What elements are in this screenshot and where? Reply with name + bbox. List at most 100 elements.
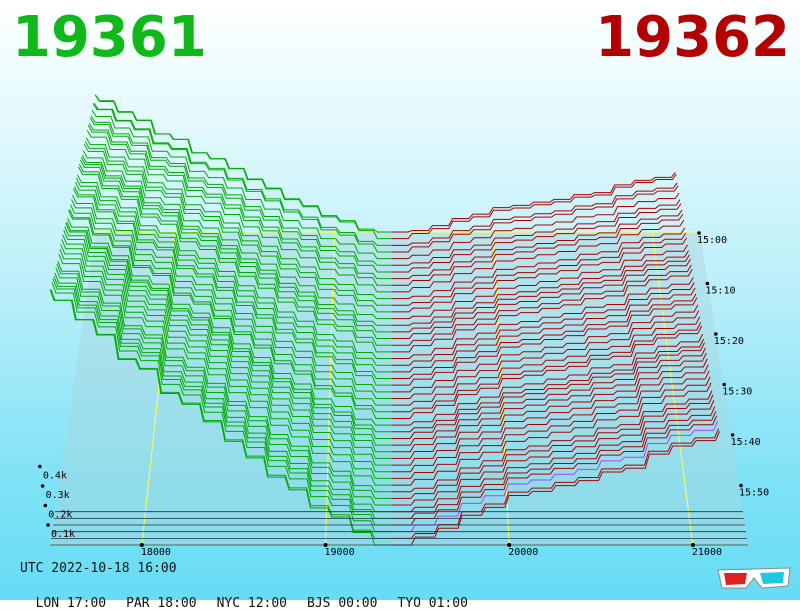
city-time-tyo: TYO 01:00 <box>397 596 468 611</box>
ask-depth-line <box>391 322 702 413</box>
ask-depth-line <box>391 227 686 300</box>
ask-depth-line <box>391 406 716 513</box>
bid-depth-line <box>73 188 392 386</box>
ask-depth-line <box>391 342 705 439</box>
bid-depth-line <box>70 204 392 406</box>
city-time-bjs: BJS 00:00 <box>307 596 378 611</box>
ask-depth-line <box>391 316 701 406</box>
bid-depth-line <box>63 230 392 453</box>
ask-depth-line <box>391 338 704 433</box>
bid-depth-line <box>67 218 392 426</box>
ask-depth-line <box>391 390 713 493</box>
ask-depth-line <box>391 192 680 260</box>
ask-depth-line <box>391 287 696 373</box>
bid-depth-line <box>83 144 392 313</box>
ask-depth-line <box>391 420 719 533</box>
bid-depth-line <box>76 174 392 360</box>
price-axis: 18000 19000 20000 21000 <box>139 543 722 558</box>
bid-depth-line <box>66 221 392 433</box>
bid-depth-line <box>94 94 392 240</box>
ask-depth-line <box>391 268 693 353</box>
ask-depth-line <box>391 376 711 479</box>
ask-depth-line <box>391 171 676 233</box>
bid-depth-line <box>88 123 392 280</box>
ask-depth-line <box>391 415 718 526</box>
bid-depth-line <box>85 137 392 300</box>
ask-depth-line <box>391 174 677 240</box>
bid-depth-line <box>68 210 392 419</box>
bid-depth-line <box>49 289 392 546</box>
ask-depth-line <box>391 209 683 280</box>
city-time-par: PAR 18:00 <box>126 596 197 611</box>
bid-depth-line <box>69 208 392 413</box>
ask-depth-line <box>391 297 698 386</box>
grid-line <box>492 231 510 546</box>
utc-time: UTC 2022-10-18 16:00 <box>20 561 177 576</box>
bid-depth-line <box>59 248 392 479</box>
time-axis: 15:00 15:10 15:20 15:30 15:40 15:50 <box>697 231 769 499</box>
ask-depth-line <box>391 304 699 393</box>
ask-depth-line <box>391 199 681 266</box>
ask-depth-line <box>391 258 691 340</box>
volume-tick-label: 0.4k <box>43 471 67 482</box>
ask-depth-line <box>391 219 685 293</box>
ask-depth-line <box>391 264 692 346</box>
volume-tick-dot <box>46 523 50 527</box>
ask-depth-line <box>391 431 720 546</box>
bid-depth-line <box>86 130 392 293</box>
city-times: LON 17:00 PAR 18:00 NYC 12:00 BJS 00:00 TYO … <box>20 581 488 611</box>
time-tick-dot <box>739 483 743 488</box>
time-tick-label: 15:20 <box>714 336 744 347</box>
bid-depth-line <box>81 154 392 326</box>
price-tick-label: 19000 <box>325 547 355 558</box>
grid-line <box>651 231 694 546</box>
ask-depth-line <box>391 232 687 306</box>
bid-depth-line <box>87 125 392 286</box>
bid-depth-line <box>92 103 392 253</box>
ask-price: 19362 <box>595 5 790 70</box>
ask-depth-line <box>391 293 697 380</box>
time-tick-label: 15:30 <box>722 387 752 398</box>
bid-depth-line <box>84 141 392 306</box>
ask-depth-line <box>391 400 715 506</box>
bid-depth-line <box>78 164 392 346</box>
price-tick-label: 18000 <box>141 547 171 558</box>
ask-depth-line <box>391 411 717 519</box>
ask-depth-line <box>391 352 707 453</box>
bid-depth-line <box>91 109 392 260</box>
time-tick-dot <box>722 382 726 387</box>
bid-price: 19361 <box>12 5 207 70</box>
bid-depth-line <box>62 234 392 459</box>
volume-tick-dot <box>43 503 48 508</box>
ask-depth-line <box>391 182 678 246</box>
time-tick-label: 15:10 <box>705 286 735 297</box>
ask-depth-line <box>391 333 704 426</box>
bid-depth-line <box>65 222 392 439</box>
ask-depth-line <box>391 325 703 419</box>
bid-depth-line <box>54 272 392 513</box>
price-tick-dot <box>690 543 695 547</box>
bid-depth-line <box>56 263 392 499</box>
ask-depth-line <box>391 347 706 446</box>
3d-glasses-icon[interactable] <box>714 564 794 592</box>
grid-line <box>141 231 176 546</box>
time-tick-dot <box>697 231 701 235</box>
volume-tick-label: 0.1k <box>51 529 75 540</box>
city-time-lon: LON 17:00 <box>35 596 107 611</box>
price-tick-label: 21000 <box>692 547 722 558</box>
ask-depth-line <box>391 237 688 313</box>
city-time-nyc: NYC 12:00 <box>216 596 288 611</box>
bid-depth-line <box>71 199 392 399</box>
bid-depth-line <box>55 267 392 506</box>
ask-depth-line <box>391 185 679 253</box>
bid-depth-line <box>57 261 392 493</box>
time-tick-label: 15:50 <box>739 488 769 499</box>
bid-depth-line <box>74 181 392 373</box>
ask-depth-line <box>391 213 684 286</box>
bid-depth-line <box>93 102 392 246</box>
price-tick-dot <box>507 543 512 547</box>
ask-depth-line <box>391 382 712 486</box>
time-tick-dot <box>705 281 710 286</box>
ask-depth-line <box>391 254 690 333</box>
ask-depth-line <box>391 310 700 399</box>
